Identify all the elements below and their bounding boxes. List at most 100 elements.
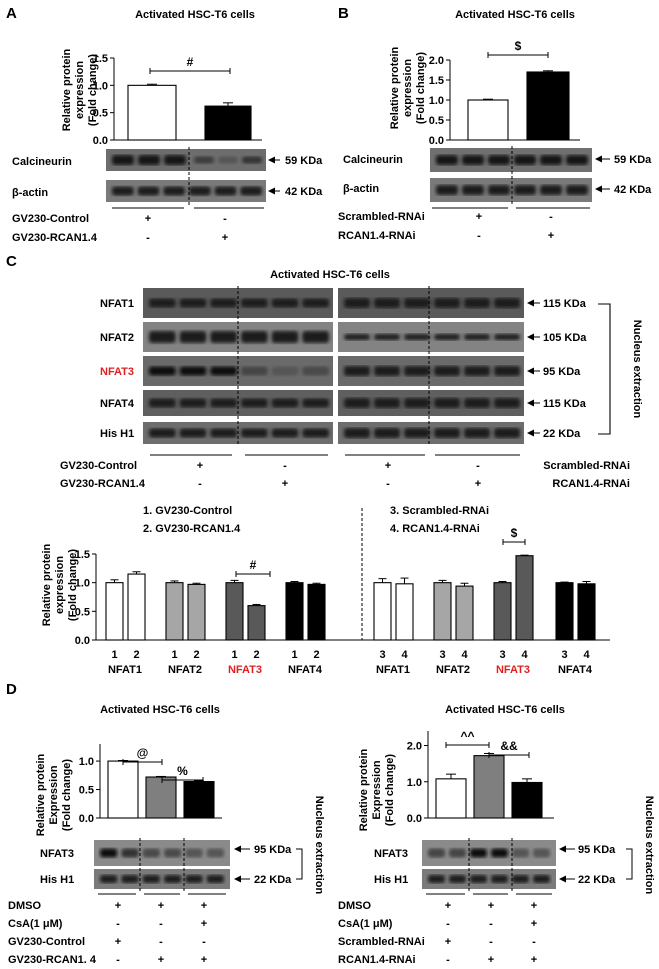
panel-b-title: Activated HSC-T6 cells (455, 9, 575, 21)
panel-d-sig-4-symbol: && (500, 739, 518, 753)
panel-a-band-actin: β-actin (12, 187, 48, 199)
panel-c-kda: 105 KDa (543, 332, 587, 344)
panel-d-blot-his-left (94, 869, 230, 889)
panel-d-row-left: CsA(1 μM) (8, 918, 63, 930)
y-tick-label: 1.0 (407, 777, 422, 789)
panel-a-sign: + (222, 232, 228, 244)
panel-d-sign: + (115, 936, 121, 948)
panel-c-kda: 95 KDa (543, 366, 581, 378)
panel-c-band-label: NFAT1 (100, 298, 134, 310)
panel-c-bar-id: 4 (583, 649, 590, 661)
panel-d-row-right: DMSO (338, 900, 371, 912)
y-tick-label: 0.0 (75, 635, 90, 647)
panel-c-blot-left-4-band (210, 428, 237, 438)
panel-c-legend: 1. GV230-Control (143, 505, 232, 517)
panel-d-sign: - (489, 918, 493, 930)
panel-d-sign: - (202, 936, 206, 948)
panel-d-sign: - (116, 918, 120, 930)
panel-c-legend: 2. GV230-RCAN1.4 (143, 523, 241, 535)
y-tick-label: 1.5 (75, 549, 90, 561)
panel-d-blot-his-left-band (185, 875, 203, 883)
panel-a-blot-calcineurin-band (218, 156, 238, 164)
panel-d-sign: + (488, 954, 494, 966)
panel-c-group-label: NFAT2 (436, 664, 470, 676)
panel-c-sign: - (283, 460, 287, 472)
panel-b-sign: + (476, 211, 482, 223)
panel-c-bar (225, 582, 244, 641)
panel-d-blot-his-left-band (164, 875, 182, 883)
panel-b-kda-1: 59 KDa (614, 154, 652, 166)
panel-c-legend: 4. RCAN1.4-RNAi (390, 523, 480, 535)
panel-b-letter: B (338, 5, 349, 22)
panel-d-blot-nfat3-right-band (491, 848, 508, 858)
panel-b-arrow-head (595, 185, 602, 193)
bar-dr2 (511, 781, 543, 819)
panel-d-bracket-left (296, 848, 303, 880)
panel-d-row-left: GV230-RCAN1. 4 (8, 954, 97, 966)
panel-a-blot-calcineurin-band (164, 155, 186, 165)
panel-c-blot-left-3-band (271, 398, 299, 408)
y-tick-label: 0.0 (407, 813, 422, 825)
panel-c-bar (555, 582, 574, 641)
panel-b-blot-actin-band (436, 185, 458, 195)
panel-c-band (374, 428, 400, 438)
panel-c-blot-left-4-band (302, 428, 329, 438)
panel-b-blot-actin-band (488, 185, 510, 195)
panel-c-group-label: NFAT3 (496, 664, 530, 676)
panel-c-bar (127, 573, 146, 641)
panel-c-blot-left-0-band (302, 298, 329, 308)
panel-d-side-left: Nucleus extraction (313, 796, 325, 895)
bar-a0 (127, 84, 177, 141)
panel-d-blot-nfat3-left-band (100, 848, 118, 858)
panel-d-blot-his-left-bg (94, 869, 230, 889)
panel-b-blot-calcineurin-band (436, 155, 458, 165)
panel-d-arrow-head (234, 875, 241, 883)
y-tick-label: 0.5 (75, 606, 90, 618)
panel-d-sig-1-symbol: @ (137, 746, 149, 760)
panel-b-band-actin: β-actin (343, 183, 379, 195)
panel-c-blot-left-2-band (241, 366, 268, 376)
panel-c-blot-left-3-band (241, 398, 268, 408)
bar-dr1 (473, 755, 505, 819)
panel-d-blot-his-right-band (533, 875, 550, 883)
panel-d-title-left: Activated HSC-T6 cells (100, 704, 220, 716)
panel-c-arrow-head (527, 299, 534, 307)
panel-c-bar-id: 1 (291, 649, 297, 661)
panel-c-bar-id: 4 (461, 649, 468, 661)
panel-b-blot-calcineurin-band (488, 155, 510, 165)
panel-d-sign: + (201, 918, 207, 930)
y-tick-label: 1.0 (93, 80, 108, 92)
panel-d-ylabel-right: Relative protein (358, 748, 370, 831)
panel-b-blot-actin-band (540, 185, 562, 195)
panel-c-band (404, 366, 430, 376)
panel-c-bar-id: 3 (439, 649, 445, 661)
panel-a-arrow-head (268, 187, 275, 195)
panel-c-band (404, 398, 430, 408)
panel-b-blot-actin-band (514, 185, 536, 195)
bar-b0 (467, 99, 509, 141)
panel-d-blot-nfat3-right-band (449, 848, 466, 858)
panel-d-sign: + (201, 900, 207, 912)
panel-c-bar-id: 2 (133, 649, 139, 661)
panel-c-group-label: NFAT1 (376, 664, 410, 676)
y-tick-label: 1.0 (429, 95, 444, 107)
panel-c-bar (373, 582, 392, 641)
panel-d-band-his-left: His H1 (40, 874, 74, 886)
panel-c-band (434, 366, 460, 376)
panel-c-blot-left-1-band (302, 331, 329, 343)
panel-d-kda-left-2: 22 KDa (254, 874, 292, 886)
panel-d-sig-3-symbol: ^^ (460, 729, 474, 743)
panel-c-blot-left-2-band (271, 366, 299, 376)
panel-c-blot-left-4-band (241, 428, 268, 438)
panel-c-bar (577, 583, 596, 641)
panel-d-band-nfat3-left: NFAT3 (40, 848, 74, 860)
panel-c-band (404, 298, 430, 308)
panel-d-blot-his-left-band (206, 875, 224, 883)
panel-c-band (494, 428, 520, 438)
panel-c-blot-left-1-band (271, 331, 299, 343)
panel-c-bar-id: 1 (171, 649, 177, 661)
panel-a-kda-1: 59 KDa (285, 155, 323, 167)
panel-c-blot-left-4-band (179, 428, 207, 438)
panel-d-row-right: CsA(1 μM) (338, 918, 393, 930)
